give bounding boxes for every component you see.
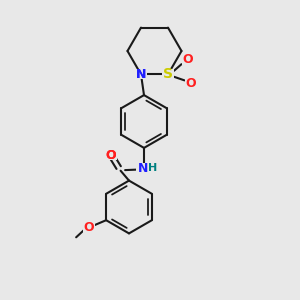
Bar <box>135 69 147 80</box>
Text: N: N <box>136 68 146 81</box>
Bar <box>182 55 194 65</box>
Bar <box>83 223 95 233</box>
Text: O: O <box>106 148 116 162</box>
Bar <box>105 150 117 160</box>
Text: N: N <box>138 162 148 175</box>
Text: H: H <box>148 163 157 173</box>
Text: O: O <box>106 148 116 162</box>
Text: O: O <box>83 221 94 234</box>
Bar <box>105 150 117 160</box>
Text: S: S <box>163 68 173 81</box>
Text: N: N <box>136 68 146 81</box>
Bar <box>162 69 174 80</box>
Bar <box>136 163 152 174</box>
Text: O: O <box>182 53 193 67</box>
Bar <box>184 78 196 88</box>
Bar <box>135 69 147 80</box>
Text: O: O <box>185 77 196 90</box>
